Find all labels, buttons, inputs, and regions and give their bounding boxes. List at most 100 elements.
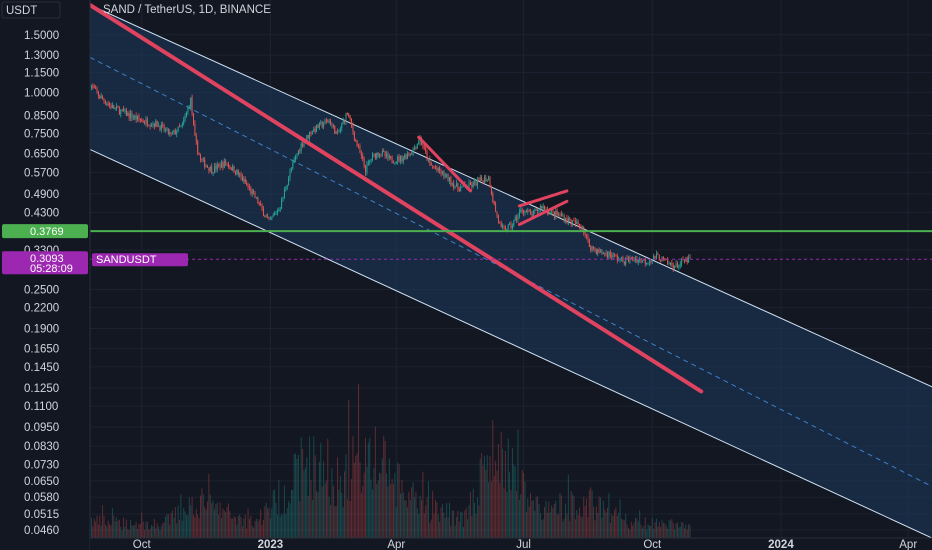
volume-bar	[633, 522, 635, 538]
price-axis-background	[0, 0, 90, 550]
candle-body	[121, 109, 123, 110]
volume-bar	[454, 525, 456, 538]
volume-bar	[600, 497, 602, 538]
channel-upper-line[interactable]	[89, 4, 932, 388]
candle-body	[288, 178, 290, 185]
volume-bar	[527, 498, 529, 538]
volume-bar	[332, 486, 334, 538]
volume-bar	[313, 436, 315, 538]
candle-body	[567, 218, 569, 222]
candle-body	[132, 117, 134, 119]
currency-label[interactable]: USDT	[1, 1, 61, 19]
volume-bar	[328, 496, 330, 538]
candle-body	[225, 160, 227, 164]
candle-body	[479, 177, 481, 181]
volume-bar	[520, 494, 522, 538]
volume-bar	[373, 467, 375, 538]
candle-body	[124, 109, 126, 112]
candle-body	[201, 159, 203, 161]
candle-body	[609, 251, 611, 256]
volume-bar	[320, 442, 322, 538]
candle-body	[682, 259, 684, 261]
volume-bar	[194, 516, 196, 538]
volume-bar	[598, 496, 600, 538]
trendline[interactable]	[517, 199, 569, 226]
time-axis[interactable]: Oct 2023 Apr Jul Oct 2024 Apr	[90, 537, 932, 550]
y-tick-label: 0.1900	[24, 323, 59, 335]
volume-bar	[184, 511, 186, 538]
candle-body	[394, 162, 396, 164]
volume-bar	[668, 519, 670, 538]
y-tick-label: 0.6500	[24, 149, 59, 161]
candle-body	[640, 258, 642, 263]
volume-bar	[128, 530, 130, 538]
candle-body	[440, 171, 442, 174]
candle-body	[240, 174, 242, 178]
volume-bar	[507, 438, 509, 538]
candle-body	[461, 185, 463, 187]
candle-body	[170, 132, 172, 134]
volume-bar	[472, 488, 474, 538]
volume-bar	[535, 496, 537, 538]
volume-bar	[172, 510, 174, 538]
volume-bar	[650, 525, 652, 538]
price-axis[interactable]: 1.5000 1.3000 1.1500 1.0000 0.8500 0.7500 0.65…	[0, 0, 91, 550]
horizontal-levels[interactable]	[90, 230, 932, 260]
trendline[interactable]	[88, 3, 704, 394]
candle-body	[281, 198, 283, 209]
volume-bar	[572, 494, 574, 538]
volume-bar	[425, 505, 427, 538]
trendline-drawings[interactable]	[88, 3, 704, 394]
candle-body	[262, 208, 264, 216]
candle-body	[556, 210, 558, 215]
volume-bar	[469, 491, 471, 538]
volume-bar	[191, 497, 193, 538]
candle-body	[669, 262, 671, 264]
candle-body	[636, 259, 638, 263]
volume-bar	[653, 528, 655, 538]
volume-bar	[331, 468, 333, 538]
volume-bar	[465, 508, 467, 538]
candle-body	[538, 210, 540, 212]
candle-body	[229, 166, 231, 168]
trendline[interactable]	[517, 189, 569, 208]
candle-body	[545, 209, 547, 210]
candle-body	[324, 120, 326, 125]
candle-body	[595, 249, 597, 254]
candle-body	[651, 259, 653, 262]
volume-bar	[521, 469, 523, 538]
volume-bar	[612, 516, 614, 538]
candle-body	[531, 213, 533, 218]
volume-bar	[517, 429, 519, 538]
y-tick-label: 0.0580	[24, 492, 59, 504]
candle-body	[318, 122, 320, 129]
volume-bar	[222, 508, 224, 538]
volume-bar	[415, 491, 417, 538]
x-tick-label: Jul	[516, 539, 531, 550]
candle-body	[629, 257, 631, 263]
channel-lower-line[interactable]	[89, 148, 932, 539]
volume-bar	[202, 494, 204, 538]
volume-bar	[272, 490, 274, 538]
trendline[interactable]	[417, 135, 472, 193]
candle-body	[241, 177, 243, 182]
candle-body	[331, 125, 333, 126]
candle-body	[261, 204, 263, 209]
volume-bar	[188, 497, 190, 538]
volume-bar	[152, 526, 154, 538]
candle-body	[311, 131, 313, 134]
volume-bar	[654, 522, 656, 538]
candle-body	[598, 249, 600, 253]
volume-bar	[539, 513, 541, 538]
candle-body	[309, 132, 311, 139]
candle-body	[476, 179, 478, 186]
candle-body	[432, 165, 434, 167]
volume-bar	[443, 512, 445, 538]
candle-body	[327, 120, 329, 123]
volume-bar	[660, 526, 662, 538]
volume-bar	[360, 492, 362, 538]
candle-body	[647, 262, 649, 264]
volume-bar	[629, 529, 631, 538]
volume-bar	[297, 454, 299, 538]
